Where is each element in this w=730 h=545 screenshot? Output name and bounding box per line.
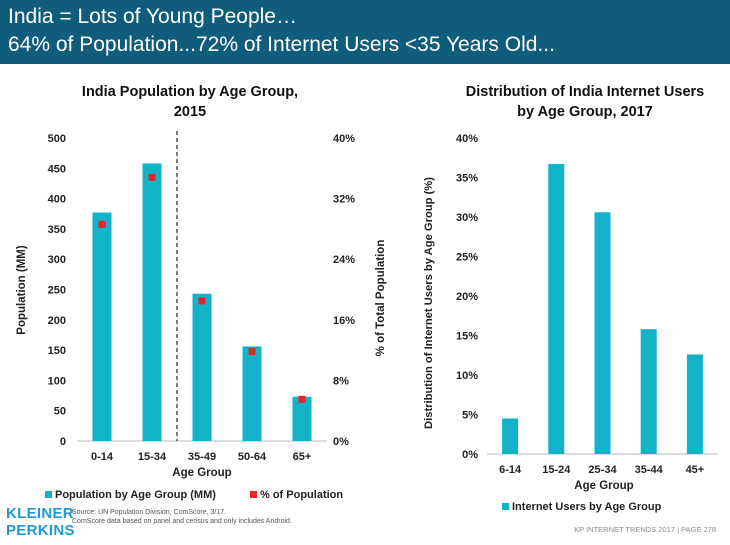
right-chart-y-tick-label: 25% [456,252,478,264]
right-chart-y-tick-label: 40% [456,133,478,145]
right-chart-y-tick-label: 10% [456,370,478,382]
left-y-tick-label: 200 [48,315,66,327]
right-x-axis-title: Age Group [574,480,633,492]
page-footer: KP INTERNET TRENDS 2017 | PAGE 278 [574,525,716,534]
percent-marker [148,173,156,181]
population-bar [292,396,312,441]
left-y-tick-label: 100 [48,375,66,387]
left-y-tick-label: 400 [48,194,66,206]
left-y-tick-label: 150 [48,345,66,357]
left-x-axis-title: Age Group [172,467,231,479]
population-bar [142,163,162,441]
right-chart-y-axis-title: Distribution of Internet Users by Age Gr… [423,177,435,429]
left-y-tick-label: 450 [48,163,66,175]
left-category-label: 35-49 [188,451,216,463]
percent-marker [298,395,306,403]
population-bar [242,346,262,441]
right-y-tick-label: 0% [333,436,349,448]
right-chart-y-tick-label: 35% [456,173,478,185]
population-chart: India Population by Age Group, 2015 0 50 100… [16,84,387,501]
legend-marker-label: % of Population [260,489,343,501]
right-category-label: 45+ [686,464,705,476]
right-chart-y-tick-label: 20% [456,291,478,303]
left-y-tick-label: 300 [48,254,66,266]
legend-bar-label: Population by Age Group (MM) [55,489,216,501]
right-y-tick-label: 8% [333,375,349,387]
left-category-label: 15-34 [138,451,167,463]
population-bar [192,293,212,441]
left-y-tick-label: 50 [54,406,66,418]
right-chart-title-line-2: by Age Group, 2017 [517,104,653,120]
right-y-tick-label: 40% [333,133,355,145]
right-legend-swatch [502,503,509,510]
internet-users-bar [686,354,703,454]
headline-line-1: India = Lots of Young People… [8,5,297,28]
right-chart-y-tick-label: 5% [462,410,478,422]
source-line-1: Source: UN Population Division, ComScore… [72,509,227,516]
right-category-label: 35-44 [635,464,664,476]
right-y-tick-label: 24% [333,254,355,266]
percent-marker [98,220,106,228]
left-category-label: 50-64 [238,451,267,463]
internet-users-bar [594,212,611,454]
internet-users-bar [640,329,657,454]
left-category-label: 65+ [293,451,312,463]
logo-line-1: KLEINER [6,505,74,522]
right-chart-y-tick-label: 0% [462,449,478,461]
right-y-tick-label: 32% [333,194,355,206]
left-y-axis-title: Population (MM) [16,245,28,335]
internet-users-chart: Distribution of India Internet Users by A… [423,84,718,513]
internet-users-bar [548,164,565,454]
header-banner: India = Lots of Young People… 64% of Pop… [0,0,730,64]
percent-marker [248,348,256,356]
internet-users-bar [502,418,519,454]
left-y-tick-label: 500 [48,133,66,145]
headline-line-2: 64% of Population...72% of Internet User… [8,33,555,56]
legend-marker-swatch [250,491,257,498]
right-y-axis-title: % of Total Population [375,240,387,357]
left-y-tick-label: 350 [48,224,66,236]
left-chart-title-line-1: India Population by Age Group, [82,84,298,100]
kleiner-perkins-logo: KLEINER PERKINS [6,505,75,539]
left-y-tick-label: 250 [48,285,66,297]
right-category-label: 6-14 [499,464,522,476]
right-y-tick-label: 16% [333,315,355,327]
left-category-label: 0-14 [91,451,114,463]
right-category-label: 25-34 [588,464,617,476]
right-legend-label: Internet Users by Age Group [512,501,662,513]
legend-bar-swatch [45,491,52,498]
population-bar [92,212,112,441]
left-chart-title-line-2: 2015 [174,104,206,120]
source-note: Source: UN Population Division, ComScore… [72,508,372,526]
source-line-2: ComScore data based on panel and census … [72,518,292,525]
left-y-tick-label: 0 [60,436,66,448]
logo-line-2: PERKINS [6,522,75,539]
right-category-label: 15-24 [542,464,571,476]
right-chart-title-line-1: Distribution of India Internet Users [466,84,704,100]
percent-marker [198,297,206,305]
right-chart-y-tick-label: 15% [456,331,478,343]
right-chart-y-tick-label: 30% [456,212,478,224]
